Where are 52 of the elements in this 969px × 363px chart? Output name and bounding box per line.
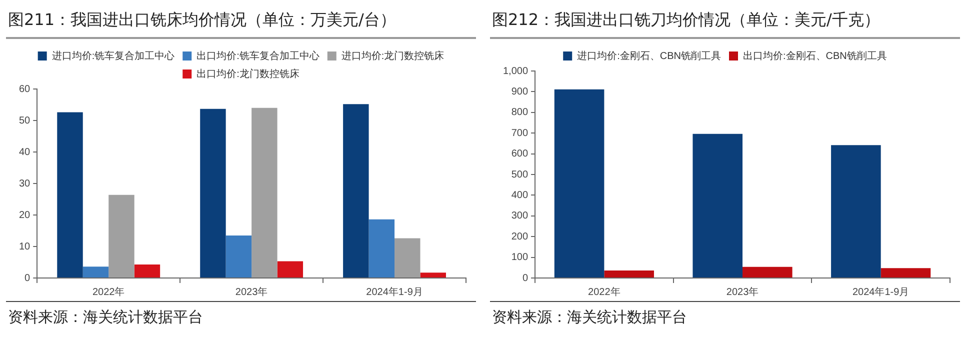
bar [604,270,654,278]
legend-label: 出口均价:金刚石、CBN铣削工具 [743,50,887,62]
legend-label: 进口均价:金刚石、CBN铣削工具 [577,50,722,62]
x-tick-label: 2022年 [588,286,620,298]
bar [554,89,604,278]
y-tick-label: 300 [511,210,528,222]
y-tick-label: 10 [19,241,31,252]
x-tick-label: 2023年 [235,286,268,298]
y-tick-label: 500 [511,169,528,180]
x-tick-label: 2023年 [726,286,759,298]
y-tick-label: 30 [19,178,31,190]
y-tick-label: 200 [511,231,528,242]
text: 资料来源：海关统计数据平台 [490,301,960,333]
chart-title: 图211：我国进出口铣床均价情况（单位：万美元/台） [6,4,476,39]
x-tick-label: 2024年1-9月 [852,286,910,298]
y-tick-label: 1,000 [502,66,528,77]
text: 资料来源：海关统计数据平台 [6,301,476,333]
y-tick-label: 0 [24,272,31,284]
bar [82,266,109,278]
bar [252,108,278,278]
y-tick-label: 900 [511,86,528,98]
legend-label: 进口均价:龙门数控铣床 [341,50,444,62]
y-tick-label: 400 [511,190,528,201]
legend-label: 出口均价:龙门数控铣床 [196,68,300,80]
y-tick-label: 0 [522,272,528,284]
y-tick-label: 20 [19,210,31,221]
bar [108,194,134,278]
bar [880,268,931,278]
y-tick-label: 100 [511,252,528,264]
bar [394,238,420,278]
chart-title: 图212：我国进出口铣刀均价情况（单位：美元/千克） [490,4,960,39]
legend-label: 出口均价:铣车复合加工中心 [196,50,320,62]
x-tick-label: 2022年 [92,286,125,298]
y-tick-label: 700 [511,128,528,139]
y-tick-label: 50 [19,115,31,126]
y-tick-label: 800 [511,107,528,118]
bar [134,264,160,278]
x-tick-label: 2024年1-9月 [366,286,423,298]
y-tick-label: 600 [511,148,528,160]
bar [368,219,395,278]
y-tick-label: 60 [19,84,31,95]
bar [831,145,881,278]
bar [692,134,743,278]
bar [226,235,252,278]
y-tick-label: 40 [19,146,31,158]
bar [277,261,304,278]
bar [742,266,792,278]
bar [343,104,369,278]
bar [420,272,446,278]
bar [57,112,83,278]
legend-label: 进口均价:铣车复合加工中心 [52,50,175,62]
bar [200,108,226,278]
